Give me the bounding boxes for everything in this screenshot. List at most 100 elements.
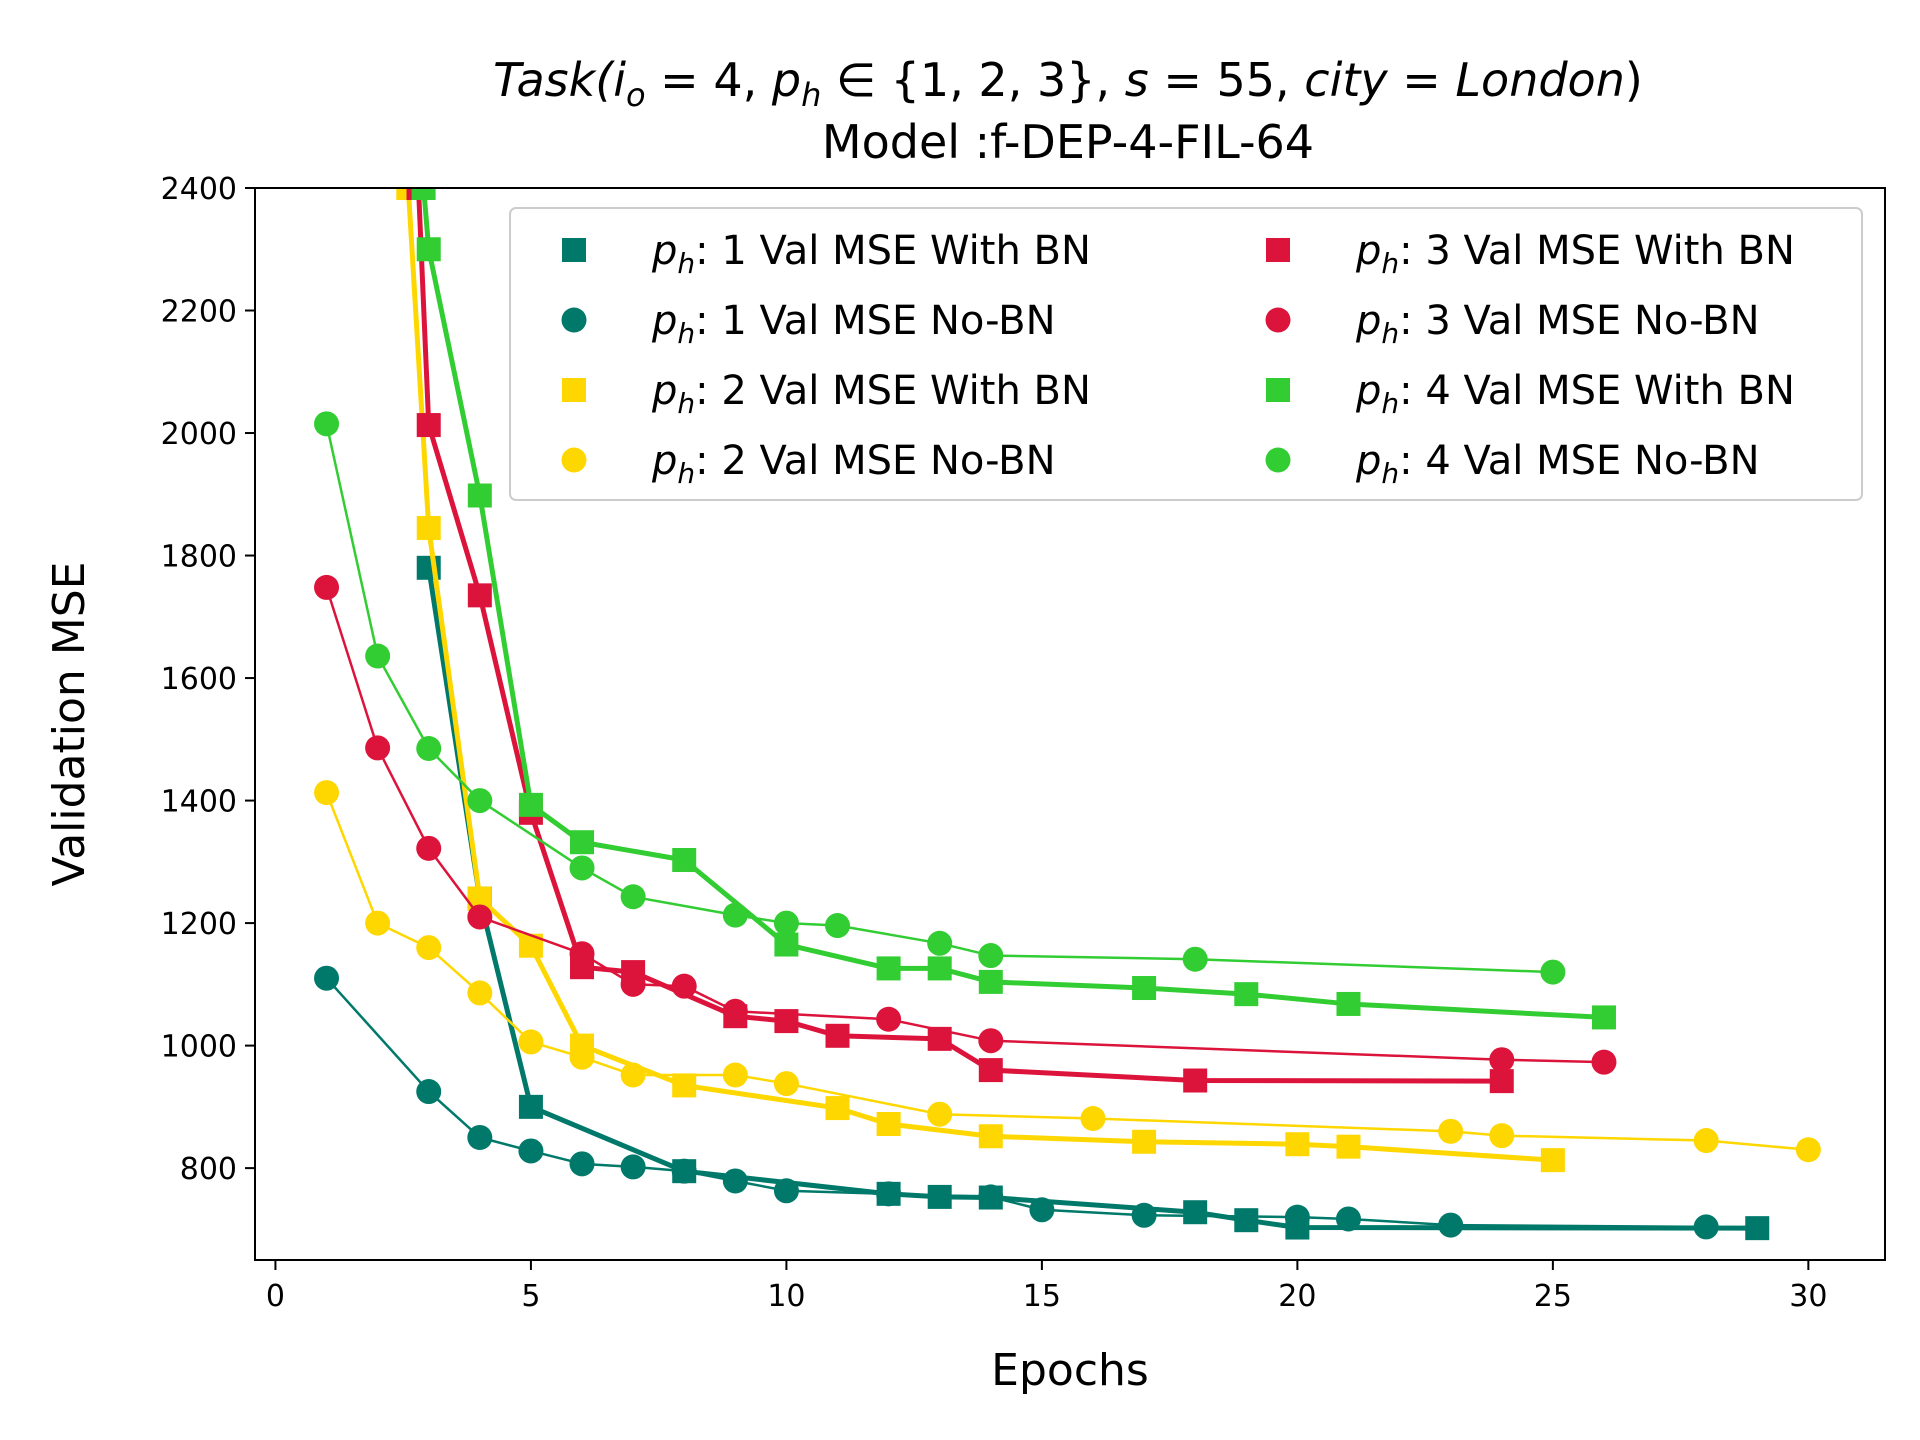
data-point-circle xyxy=(722,902,748,928)
data-point-circle xyxy=(365,735,391,761)
chart-subtitle: Model :f-DEP-4-FIL-64 xyxy=(822,115,1314,169)
y-tick-label: 800 xyxy=(180,1152,237,1187)
data-point-circle xyxy=(569,1044,595,1070)
data-point-square xyxy=(1591,1005,1616,1030)
data-point-square xyxy=(1540,1148,1565,1173)
data-point-circle xyxy=(927,1101,953,1127)
y-tick-label: 1800 xyxy=(161,540,237,575)
title-set: ∈ {1, 2, 3}, xyxy=(821,53,1124,107)
legend-rest: : 4 Val MSE No-BN xyxy=(1399,438,1759,484)
data-point-circle xyxy=(467,788,493,814)
data-point-square xyxy=(1745,1216,1770,1241)
data-point-circle xyxy=(1029,1197,1055,1223)
y-axis: 800 1000 1200 1400 1600 1800 2000 2200 2400 xyxy=(161,172,255,1187)
legend-rest: : 3 Val MSE With BN xyxy=(1399,228,1795,274)
data-point-square xyxy=(876,1112,901,1137)
data-point-square xyxy=(411,188,436,200)
data-point-circle xyxy=(518,1029,544,1055)
legend-label: ph: 1 Val MSE No-BN xyxy=(651,298,1056,350)
data-point-circle xyxy=(416,935,442,961)
chart-title: Task(io = 4, ph ∈ {1, 2, 3}, s = 55, cit… xyxy=(493,53,1643,114)
y-tick-label: 1200 xyxy=(161,907,237,942)
series-line xyxy=(325,423,1553,974)
data-point-circle xyxy=(1335,1206,1361,1232)
data-point-square xyxy=(416,413,441,438)
legend-label: ph: 2 Val MSE With BN xyxy=(651,368,1091,420)
title-i: i xyxy=(613,53,626,107)
data-point-square xyxy=(1336,991,1361,1016)
data-point-square xyxy=(1132,976,1157,1001)
data-point-circle xyxy=(773,910,799,936)
data-point-circle xyxy=(927,930,953,956)
legend-rest: : 2 Val MSE No-BN xyxy=(695,438,1055,484)
legend-square-marker xyxy=(1266,378,1290,402)
legend-square-marker xyxy=(562,378,586,402)
data-point-square xyxy=(1489,1069,1514,1094)
data-point-circle xyxy=(569,855,595,881)
title-eq55: = 55, xyxy=(1149,53,1305,107)
plot-frame xyxy=(254,187,1886,1261)
data-point-square xyxy=(416,237,441,262)
data-point-square xyxy=(876,956,901,981)
data-point-circle xyxy=(1693,1128,1719,1154)
legend-rest: : 1 Val MSE With BN xyxy=(695,228,1091,274)
series-6 xyxy=(314,574,1617,1075)
series-layer xyxy=(314,188,1821,1241)
data-point-circle xyxy=(722,1168,748,1194)
legend-circle-marker xyxy=(561,307,587,333)
series-7 xyxy=(411,188,1616,1030)
title-city: city xyxy=(1304,53,1388,107)
data-point-circle xyxy=(467,980,493,1006)
data-point-circle xyxy=(416,736,442,762)
legend-entry: ph: 1 Val MSE With BN xyxy=(562,228,1091,280)
data-point-circle xyxy=(467,904,493,930)
data-point-circle xyxy=(314,780,340,806)
y-axis-title: Validation MSE xyxy=(44,562,95,887)
data-point-square xyxy=(825,1096,850,1121)
data-point-circle xyxy=(1080,1105,1106,1131)
data-point-square xyxy=(1183,1200,1208,1225)
data-point-circle xyxy=(314,965,340,991)
data-point-square xyxy=(570,830,595,855)
data-point-circle xyxy=(365,910,391,936)
title-close: ) xyxy=(1625,53,1643,107)
data-point-circle xyxy=(978,1184,1004,1210)
data-point-circle xyxy=(1795,1137,1821,1163)
title-eqcity: = xyxy=(1388,53,1456,107)
legend-circle-marker xyxy=(561,447,587,473)
data-point-square xyxy=(1234,1208,1259,1233)
data-point-circle xyxy=(620,1062,646,1088)
x-axis-title: Epochs xyxy=(991,1345,1149,1396)
data-point-circle xyxy=(620,884,646,910)
legend-h: h xyxy=(677,387,695,420)
data-point-circle xyxy=(1131,1202,1157,1228)
data-point-circle xyxy=(722,998,748,1024)
x-tick-label: 5 xyxy=(521,1279,540,1314)
y-tick-label: 1600 xyxy=(161,662,237,697)
legend-h: h xyxy=(677,317,695,350)
title-h: h xyxy=(801,76,821,114)
y-tick-label: 1400 xyxy=(161,785,237,820)
data-point-circle xyxy=(569,1151,595,1177)
legend-h: h xyxy=(1381,247,1399,280)
data-point-circle xyxy=(416,835,442,861)
legend-h: h xyxy=(677,457,695,490)
data-point-circle xyxy=(671,973,697,999)
x-tick-label: 20 xyxy=(1278,1279,1316,1314)
data-point-square xyxy=(518,1094,543,1119)
data-point-square xyxy=(1336,1134,1361,1159)
series-line xyxy=(421,188,1605,1020)
data-point-circle xyxy=(825,913,851,939)
data-point-circle xyxy=(876,1181,902,1207)
title-p: p xyxy=(771,53,801,107)
legend-entry: ph: 3 Val MSE No-BN xyxy=(1265,298,1760,350)
data-point-circle xyxy=(569,941,595,967)
data-point-circle xyxy=(876,1006,902,1032)
data-point-circle xyxy=(314,411,340,437)
series-4 xyxy=(314,780,1821,1163)
legend-p: p xyxy=(651,438,677,484)
y-tick-label: 1000 xyxy=(161,1030,237,1065)
legend-h: h xyxy=(1381,317,1399,350)
